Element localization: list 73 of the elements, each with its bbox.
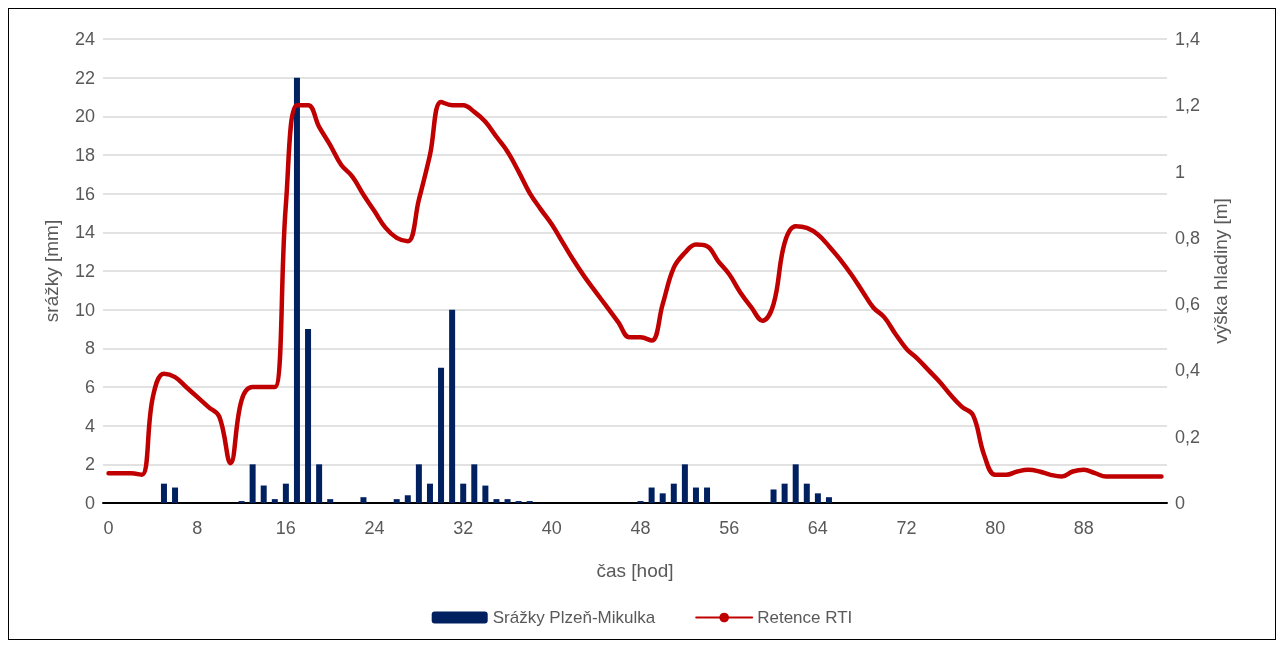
legend-label: Retence RTI	[757, 608, 853, 627]
x-tick-label: 80	[985, 518, 1006, 538]
y2-tick-label: 0,8	[1175, 227, 1201, 248]
bar	[271, 499, 278, 503]
bar	[814, 493, 821, 503]
x-tick-label: 48	[630, 518, 651, 538]
y-tick-label: 2	[84, 454, 95, 475]
bar	[471, 464, 478, 503]
bar	[659, 493, 666, 503]
x-tick-label: 32	[453, 518, 474, 538]
bar	[792, 464, 799, 503]
x-tick-label: 24	[364, 518, 385, 538]
y2-tick-label: 1,4	[1175, 29, 1201, 49]
bar	[449, 309, 456, 503]
y-tick-label: 8	[84, 338, 95, 359]
bar	[327, 499, 334, 503]
x-tick-label: 64	[807, 518, 828, 538]
x-tick-label: 0	[103, 518, 114, 538]
y2-tick-label: 0,2	[1175, 426, 1201, 447]
bar	[692, 487, 699, 503]
y-axis-title: srážky [mm]	[41, 219, 62, 323]
y2-tick-label: 0	[1175, 493, 1186, 513]
bar	[360, 497, 367, 503]
bar	[504, 499, 511, 503]
y-tick-label: 6	[84, 377, 95, 397]
y-tick-label: 12	[74, 261, 95, 281]
bar	[426, 483, 433, 503]
y2-tick-label: 0,6	[1175, 294, 1201, 315]
x-axis-title: čas [hod]	[596, 560, 674, 581]
y-tick-label: 0	[84, 493, 95, 513]
bar	[460, 483, 467, 503]
bar	[305, 329, 312, 503]
bar	[415, 464, 422, 503]
bar	[172, 487, 179, 503]
bar	[681, 464, 688, 503]
bar	[393, 499, 400, 503]
bar	[249, 464, 256, 503]
x-tick-label: 16	[275, 518, 296, 538]
y-tick-label: 14	[74, 222, 95, 243]
bar	[316, 464, 323, 503]
bar	[438, 367, 445, 503]
bar	[282, 483, 289, 503]
y-tick-label: 24	[74, 29, 95, 49]
y-tick-label: 20	[74, 106, 95, 127]
bar	[482, 485, 489, 503]
x-tick-label: 88	[1073, 518, 1094, 538]
bar	[160, 483, 167, 503]
x-tick-label: 72	[896, 518, 917, 538]
y2-axis-title: výška hladiny [m]	[1209, 198, 1231, 344]
bar	[770, 489, 777, 503]
y-tick-label: 22	[74, 67, 95, 88]
x-tick-label: 40	[541, 518, 562, 538]
y2-tick-label: 1,2	[1175, 95, 1201, 116]
y-tick-label: 16	[74, 183, 95, 204]
line-series	[106, 99, 1164, 479]
legend-label: Srážky Plzeň-Mikulka	[492, 608, 656, 627]
bar	[781, 483, 788, 503]
y2-tick-label: 1	[1175, 161, 1186, 182]
y-tick-label: 4	[84, 415, 95, 436]
bar	[493, 499, 500, 503]
bar	[260, 485, 267, 503]
x-tick-label: 56	[719, 518, 740, 538]
bar	[404, 495, 411, 503]
x-tick-label: 8	[192, 518, 203, 538]
y2-tick-label: 0,4	[1175, 360, 1201, 381]
bar	[825, 497, 832, 503]
bar	[670, 483, 677, 503]
bar	[293, 77, 300, 503]
bar	[704, 487, 711, 503]
y-tick-label: 10	[74, 299, 95, 320]
bar	[648, 487, 655, 503]
bar	[803, 483, 810, 503]
y-tick-label: 18	[74, 145, 95, 165]
